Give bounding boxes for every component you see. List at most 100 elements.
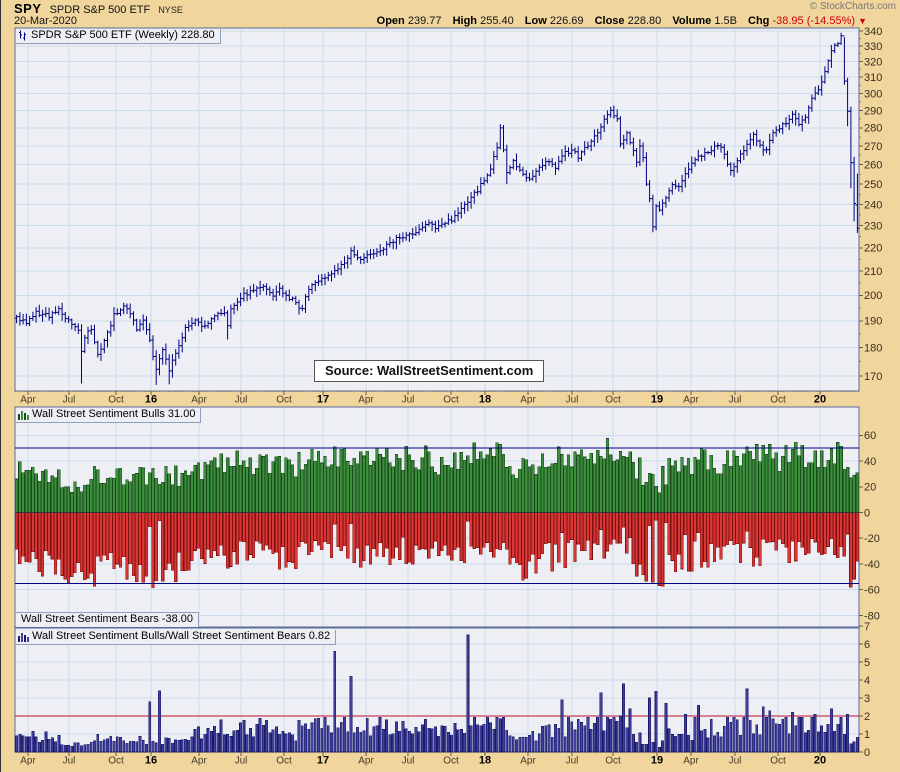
chart-date: 20-Mar-2020 <box>14 15 77 27</box>
svg-text:Jul: Jul <box>729 395 742 406</box>
svg-text:Jul: Jul <box>729 756 742 767</box>
open-label: Open <box>376 15 405 27</box>
ohlc-quote-strip: Open 239.77 High 255.40 Low 226.69 Close… <box>377 15 867 27</box>
svg-text:Apr: Apr <box>191 395 207 406</box>
svg-text:18: 18 <box>479 394 491 406</box>
svg-text:Apr: Apr <box>683 756 699 767</box>
stockcharts-copyright: © StockCharts.com <box>809 1 896 12</box>
svg-text:190: 190 <box>864 316 882 328</box>
svg-text:Jul: Jul <box>402 756 415 767</box>
ratio-panel-label: Wall Street Sentiment Bulls/Wall Street … <box>16 630 337 645</box>
svg-text:Apr: Apr <box>191 756 207 767</box>
svg-text:1: 1 <box>864 729 870 741</box>
svg-text:240: 240 <box>864 199 882 211</box>
svg-text:180: 180 <box>864 343 882 355</box>
chg-down-arrow-icon: ▼ <box>858 16 867 26</box>
svg-text:3: 3 <box>864 693 870 705</box>
svg-text:Oct: Oct <box>443 756 459 767</box>
svg-text:6: 6 <box>864 639 870 651</box>
svg-text:20: 20 <box>864 482 876 494</box>
svg-text:Jul: Jul <box>235 756 248 767</box>
header-row-1: SPY SPDR S&P 500 ETF NYSE © StockCharts.… <box>14 1 896 16</box>
svg-text:-60: -60 <box>864 585 880 597</box>
svg-text:Oct: Oct <box>276 756 292 767</box>
volume-value: 1.5B <box>714 15 737 27</box>
svg-text:Oct: Oct <box>443 395 459 406</box>
svg-text:Jul: Jul <box>566 756 579 767</box>
svg-text:Apr: Apr <box>520 395 536 406</box>
open-value: 239.77 <box>407 15 442 27</box>
price-y-grid: 340 330 320 310 300 290 280 270 260 250 240 230 220 2… <box>16 26 882 383</box>
svg-text:Oct: Oct <box>108 756 124 767</box>
source-box: Source: WallStreetSentiment.com <box>314 360 545 382</box>
price-chart-icon <box>19 30 26 41</box>
svg-text:60: 60 <box>864 430 876 442</box>
svg-text:Apr: Apr <box>520 756 536 767</box>
ratio-bars <box>15 634 859 753</box>
svg-text:Apr: Apr <box>358 756 374 767</box>
svg-text:4: 4 <box>864 675 870 687</box>
svg-text:Jul: Jul <box>63 395 76 406</box>
svg-text:17: 17 <box>317 394 329 406</box>
svg-text:17: 17 <box>317 755 329 767</box>
source-box-text: Source: WallStreetSentiment.com <box>325 363 534 378</box>
svg-text:Oct: Oct <box>770 756 786 767</box>
close-label: Close <box>594 15 625 27</box>
security-name: SPDR S&P 500 ETF <box>49 4 151 16</box>
svg-text:230: 230 <box>864 221 882 233</box>
close-value: 228.80 <box>627 15 662 27</box>
svg-text:Jul: Jul <box>235 395 248 406</box>
svg-text:-20: -20 <box>864 533 880 545</box>
svg-text:-40: -40 <box>864 559 880 571</box>
bears-panel-label-text: Wall Street Sentiment Bears -38.00 <box>21 613 194 625</box>
svg-text:-80: -80 <box>864 610 880 622</box>
svg-text:Jul: Jul <box>566 395 579 406</box>
svg-text:2: 2 <box>864 711 870 723</box>
bulls-panel-label-text: Wall Street Sentiment Bulls 31.00 <box>32 408 196 420</box>
svg-text:5: 5 <box>864 657 870 669</box>
bulls-histogram-icon <box>18 410 29 420</box>
svg-text:310: 310 <box>864 72 882 84</box>
svg-text:340: 340 <box>864 26 882 38</box>
svg-text:270: 270 <box>864 141 882 153</box>
svg-text:200: 200 <box>864 290 882 302</box>
svg-text:Apr: Apr <box>683 395 699 406</box>
svg-text:Oct: Oct <box>276 395 292 406</box>
svg-text:Apr: Apr <box>358 395 374 406</box>
svg-text:250: 250 <box>864 179 882 191</box>
svg-text:210: 210 <box>864 266 882 278</box>
svg-text:330: 330 <box>864 41 882 53</box>
svg-text:16: 16 <box>145 755 157 767</box>
svg-text:Oct: Oct <box>770 395 786 406</box>
svg-text:Jul: Jul <box>63 756 76 767</box>
svg-text:290: 290 <box>864 105 882 117</box>
svg-text:19: 19 <box>651 394 663 406</box>
svg-text:Oct: Oct <box>605 395 621 406</box>
svg-text:220: 220 <box>864 243 882 255</box>
svg-text:300: 300 <box>864 88 882 100</box>
svg-text:20: 20 <box>814 394 826 406</box>
volume-label: Volume <box>672 15 712 27</box>
svg-text:320: 320 <box>864 56 882 68</box>
price-ohlc-bars <box>14 32 860 385</box>
ratio-histogram-icon <box>18 632 29 642</box>
svg-text:19: 19 <box>651 755 663 767</box>
low-value: 226.69 <box>549 15 584 27</box>
bulls-panel-label: Wall Street Sentiment Bulls 31.00 <box>16 408 202 423</box>
svg-text:16: 16 <box>145 394 157 406</box>
svg-text:170: 170 <box>864 371 882 383</box>
svg-text:Apr: Apr <box>20 395 36 406</box>
svg-text:7: 7 <box>864 621 870 633</box>
svg-text:18: 18 <box>479 755 491 767</box>
chg-label: Chg <box>748 15 770 27</box>
svg-text:40: 40 <box>864 456 876 468</box>
price-panel-label-text: SPDR S&P 500 ETF (Weekly) 228.80 <box>31 29 215 41</box>
svg-text:20: 20 <box>814 755 826 767</box>
svg-text:260: 260 <box>864 160 882 172</box>
high-value: 255.40 <box>480 15 514 27</box>
exchange-label: NYSE <box>158 5 183 15</box>
ticker-symbol: SPY <box>14 1 42 16</box>
chg-value: -38.95 (-14.55%) <box>772 15 856 27</box>
